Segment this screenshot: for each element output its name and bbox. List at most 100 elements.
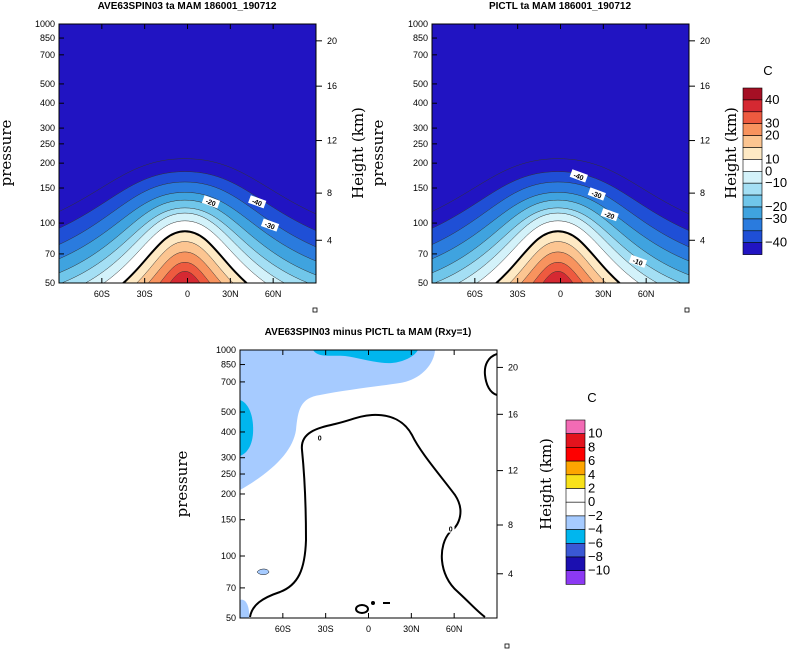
contour-label: -20 (201, 195, 221, 209)
y-tick-label: 100 (413, 218, 428, 228)
contour-label-text: -40 (251, 198, 263, 208)
right-tick-label: 12 (508, 466, 518, 476)
y-tick-label: 700 (40, 50, 55, 60)
contour-label-text: -20 (205, 198, 217, 208)
right-tick-label: 4 (327, 235, 332, 245)
x-tick-label: 60S (467, 289, 483, 299)
colorbar-label: 4 (588, 467, 595, 482)
y-tick-label: 250 (40, 139, 55, 149)
contour-labels: 00 (315, 433, 455, 534)
panel-title: PICTL ta MAM 186001_190712 (489, 1, 632, 12)
y-tick-label: 250 (221, 469, 236, 479)
colorbar-box (742, 123, 763, 136)
right-tick-label: 16 (508, 409, 518, 419)
colorbar-box (742, 171, 763, 184)
x-tick-label: 60N (446, 624, 463, 634)
x-tick-label: 60S (275, 624, 291, 634)
x-tick-label: 30N (403, 624, 420, 634)
zero-contour-dot (371, 601, 375, 605)
colorbar-box (565, 419, 586, 434)
contour-label: -40 (569, 169, 588, 183)
y-axis-label: pressure (0, 120, 15, 187)
panel-difference: AVE63SPIN03 minus PICTL ta MAM (Rxy=1) 6… (173, 327, 610, 649)
contour-label: -30 (260, 218, 280, 232)
y-tick-label: 1000 (35, 19, 55, 29)
temperature-band (169, 271, 201, 283)
temperature-bands (59, 158, 316, 283)
y-tick-label: 400 (40, 98, 55, 108)
negative-blob (256, 568, 270, 575)
right-tick-label: 12 (700, 136, 710, 146)
temperature-band (542, 271, 574, 283)
colorbar-unit: C (763, 63, 772, 78)
y-tick-label: 200 (413, 158, 428, 168)
y-tick-label: 250 (413, 139, 428, 149)
y-tick-label: 1000 (216, 345, 236, 355)
contour-label-text: 0 (318, 435, 322, 442)
contour-label: -20 (600, 208, 619, 222)
colorbar-label: 40 (765, 92, 779, 107)
contour-label-text: -30 (590, 190, 602, 200)
panel-ave63spin03: AVE63SPIN03 ta MAM 186001_190712 60S 30S 0… (0, 1, 367, 313)
zero-contour (121, 230, 249, 283)
y-tick-label: 300 (221, 453, 236, 463)
zero-contour-ring (355, 604, 369, 614)
contour-label-text: -20 (603, 211, 615, 221)
colorbar-label: −20 (765, 199, 787, 214)
panel-pictl: PICTL ta MAM 186001_190712 60S 30S 0 30N 60N… (369, 1, 787, 313)
y-tick-label: 1000 (408, 19, 428, 29)
x-tick-label: 60S (94, 289, 110, 299)
colorbar-label: 0 (588, 494, 595, 509)
colorbar-box (565, 460, 586, 476)
colorbar-box (742, 230, 763, 244)
colorbar-box (565, 474, 586, 489)
colorbar-label: 2 (588, 481, 595, 496)
axes: 60S 30S 0 30N 60N507010015020025030040050070… (408, 19, 710, 299)
y-tick-label: 300 (40, 123, 55, 133)
y-tick-label: 100 (40, 218, 55, 228)
colorbar-label: −10 (588, 563, 610, 578)
axes: 60S 30S 0 30N 60N507010015020025030040050070… (216, 345, 518, 634)
right-tick-label: 12 (327, 136, 337, 146)
contour-label-box (260, 218, 280, 232)
colorbar-label: −6 (588, 535, 603, 550)
temperature-bands (432, 158, 689, 283)
colorbar-box (742, 99, 763, 113)
colorbar-box (742, 111, 763, 125)
x-tick-label: 60N (638, 289, 655, 299)
y-tick-label: 70 (418, 249, 428, 259)
y-tick-label: 300 (413, 123, 428, 133)
x-tick-label: 30S (318, 624, 334, 634)
colorbar-label: −40 (765, 235, 787, 250)
contour-label-text: -40 (572, 172, 584, 182)
y-tick-label: 400 (221, 427, 236, 437)
contour-label-box (569, 169, 588, 183)
x-tick-label: 0 (185, 289, 190, 299)
colorbar-box (742, 218, 763, 232)
colorbar-label: −2 (588, 508, 603, 523)
colorbar-box (565, 570, 586, 585)
right-tick-label: 4 (700, 235, 705, 245)
colorbar-box (742, 242, 763, 255)
contour-label-box (628, 254, 648, 268)
contour-label-box (248, 195, 267, 209)
panel-title: AVE63SPIN03 minus PICTL ta MAM (Rxy=1) (265, 327, 472, 338)
zero-contour-right (483, 353, 497, 396)
y-tick-label: 150 (40, 183, 55, 193)
y-tick-label: 100 (221, 551, 236, 561)
y-tick-label: 50 (226, 613, 236, 623)
x-tick-label: 30N (595, 289, 612, 299)
contour-label: 0 (446, 524, 455, 534)
contour-label-text: 0 (449, 527, 453, 534)
colorbar-label: 30 (765, 116, 779, 131)
colorbar-unit: C (587, 390, 596, 405)
corner-marker (312, 307, 318, 313)
colorbar-box (742, 135, 763, 148)
colorbar-label: 0 (765, 163, 772, 178)
right-tick-label: 4 (508, 569, 513, 579)
colorbar-label: 10 (588, 426, 602, 441)
right-tick-label: 16 (700, 81, 710, 91)
contour-label-box (600, 208, 619, 222)
